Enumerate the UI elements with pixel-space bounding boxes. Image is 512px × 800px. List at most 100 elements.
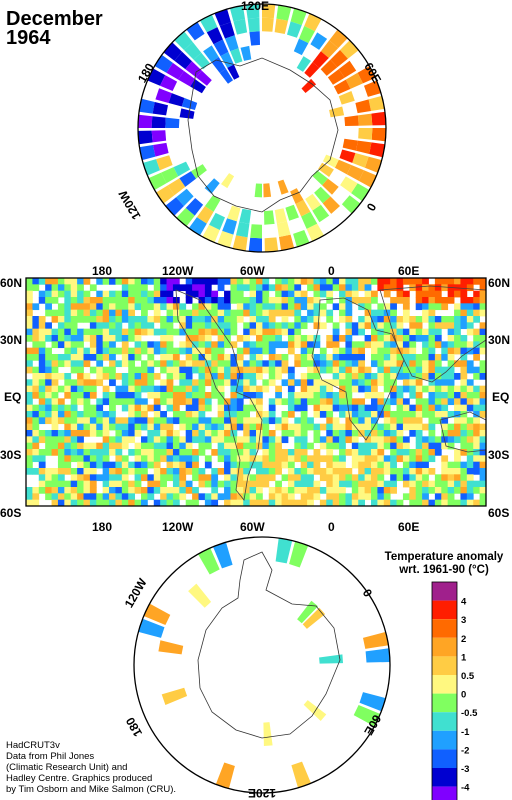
anomaly-cell: [300, 303, 308, 311]
anomaly-cell: [224, 430, 231, 437]
anomaly-cell: [115, 436, 123, 444]
anomaly-cell: [32, 284, 40, 292]
legend-swatch: [432, 786, 457, 800]
anomaly-cell: [211, 328, 219, 336]
anomaly-cell: [249, 404, 257, 412]
anomaly-cell: [466, 385, 474, 393]
anomaly-cell: [141, 411, 148, 418]
anomaly-cell: [396, 468, 404, 475]
anomaly-cell: [179, 366, 187, 374]
anomaly-cell: [83, 328, 91, 336]
anomaly-cell: [198, 417, 206, 425]
anomaly-cell: [192, 335, 199, 342]
anomaly-cell: [326, 430, 334, 437]
anomaly-cell: [422, 385, 429, 393]
anomaly-cell: [262, 303, 270, 311]
anomaly-cell: [70, 354, 78, 361]
anomaly-cell: [256, 398, 263, 406]
anomaly-cell: [473, 480, 481, 488]
anomaly-cell: [185, 297, 193, 304]
anomaly-cell: [70, 417, 78, 425]
anomaly-cell: [45, 474, 52, 482]
anomaly-cell: [249, 297, 257, 304]
anomaly-cell: [172, 347, 180, 355]
anomaly-cell: [134, 392, 142, 399]
anomaly-cell: [128, 316, 136, 323]
anomaly-cell: [45, 385, 52, 393]
anomaly-cell: [77, 455, 84, 463]
right-lat-eq: EQ: [492, 390, 510, 404]
polar-anomaly-cell: [202, 224, 220, 243]
anomaly-cell: [447, 297, 455, 304]
anomaly-cell: [204, 328, 212, 336]
anomaly-cell: [217, 468, 225, 475]
anomaly-cell: [45, 436, 52, 444]
anomaly-cell: [460, 411, 468, 418]
anomaly-cell: [96, 474, 104, 482]
anomaly-cell: [300, 335, 308, 342]
anomaly-cell: [249, 417, 257, 425]
polar-anomaly-cell: [368, 95, 385, 111]
anomaly-cell: [428, 468, 436, 475]
anomaly-cell: [447, 360, 455, 368]
anomaly-cell: [422, 455, 429, 463]
anomaly-cell: [204, 309, 212, 317]
anomaly-cell: [294, 474, 302, 482]
polar-anomaly-cell: [174, 31, 193, 50]
anomaly-cell: [198, 392, 206, 399]
anomaly-cell: [422, 366, 429, 374]
anomaly-cell: [109, 487, 116, 494]
anomaly-cell: [415, 417, 423, 425]
anomaly-cell: [294, 404, 302, 412]
anomaly-cell: [307, 385, 314, 393]
anomaly-cell: [204, 404, 212, 412]
anomaly-cell: [45, 417, 52, 425]
anomaly-cell: [26, 398, 33, 406]
anomaly-cell: [339, 461, 346, 469]
anomaly-cell: [172, 328, 180, 336]
anomaly-cell: [217, 404, 225, 412]
anomaly-cell: [339, 423, 346, 431]
anomaly-cell: [396, 442, 404, 450]
polar-anomaly-cell: [358, 170, 377, 188]
title-year: 1964: [6, 27, 51, 49]
anomaly-cell: [166, 335, 174, 342]
anomaly-cell: [57, 385, 65, 393]
anomaly-cell: [268, 474, 276, 482]
anomaly-cell: [332, 322, 340, 330]
anomaly-cell: [185, 385, 193, 393]
anomaly-cell: [390, 442, 397, 450]
anomaly-cell: [249, 379, 257, 387]
anomaly-cell: [153, 309, 161, 317]
anomaly-cell: [89, 347, 97, 355]
anomaly-cell: [326, 316, 334, 323]
anomaly-cell: [211, 278, 219, 285]
anomaly-cell: [243, 493, 251, 501]
anomaly-cell: [172, 480, 180, 488]
anomaly-cell: [77, 354, 84, 361]
anomaly-cell: [396, 322, 404, 330]
anomaly-cell: [166, 316, 174, 323]
anomaly-cell: [26, 328, 33, 336]
anomaly-cell: [198, 398, 206, 406]
anomaly-cell: [192, 455, 199, 463]
anomaly-cell: [32, 430, 40, 437]
anomaly-cell: [396, 284, 404, 292]
anomaly-cell: [179, 392, 187, 399]
anomaly-cell: [89, 335, 97, 342]
anomaly-cell: [275, 493, 282, 501]
anomaly-cell: [211, 474, 219, 482]
anomaly-cell: [268, 328, 276, 336]
bottom-lon-120w: 120W: [162, 520, 194, 534]
anomaly-cell: [441, 455, 449, 463]
polar-anomaly-cell: [179, 108, 195, 119]
anomaly-cell: [153, 328, 161, 336]
polar-anomaly-cell: [155, 88, 172, 103]
anomaly-cell: [51, 417, 59, 425]
anomaly-cell: [409, 493, 417, 501]
anomaly-cell: [83, 316, 91, 323]
anomaly-cell: [313, 373, 321, 380]
anomaly-cell: [141, 379, 148, 387]
anomaly-cell: [211, 347, 219, 355]
anomaly-cell: [198, 366, 206, 374]
